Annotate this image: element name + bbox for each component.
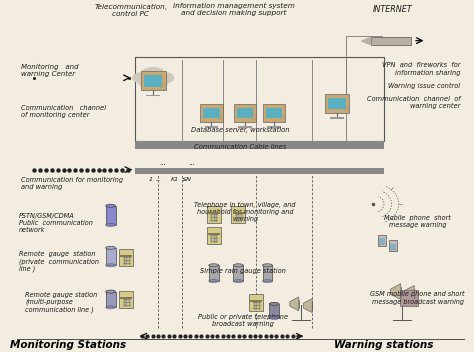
Bar xyxy=(250,300,262,302)
Ellipse shape xyxy=(106,290,116,293)
Ellipse shape xyxy=(233,264,243,267)
Bar xyxy=(207,227,221,244)
Bar xyxy=(231,206,246,223)
Ellipse shape xyxy=(269,316,279,319)
Ellipse shape xyxy=(209,264,219,267)
Text: Public or private telephone
broadcast warning: Public or private telephone broadcast wa… xyxy=(198,314,288,327)
Bar xyxy=(119,249,134,266)
Bar xyxy=(328,98,346,109)
Bar xyxy=(106,248,116,265)
Bar xyxy=(269,304,279,318)
Ellipse shape xyxy=(106,246,116,249)
Ellipse shape xyxy=(263,264,273,267)
Bar xyxy=(233,265,243,281)
Ellipse shape xyxy=(106,306,116,309)
Polygon shape xyxy=(362,38,371,44)
Text: Remote  gauge  station
(private  communication
line ): Remote gauge station (private communicat… xyxy=(19,251,99,272)
Bar xyxy=(135,168,384,174)
Text: Communication   channel
of monitoring center: Communication channel of monitoring cent… xyxy=(21,105,106,118)
Bar xyxy=(237,108,253,118)
Bar xyxy=(390,249,396,250)
Bar xyxy=(267,126,281,128)
Text: ≤N: ≤N xyxy=(182,177,191,182)
Ellipse shape xyxy=(263,279,273,283)
Ellipse shape xyxy=(141,67,166,82)
Ellipse shape xyxy=(138,78,155,88)
Text: Communication for monitoring
and warning: Communication for monitoring and warning xyxy=(21,177,123,190)
Text: Database server, workstation: Database server, workstation xyxy=(191,127,290,133)
Text: Telephone in town, village, and
household for monitoring and
warning: Telephone in town, village, and househol… xyxy=(194,202,296,222)
Bar xyxy=(400,290,418,306)
Bar xyxy=(330,118,344,119)
Text: ...: ... xyxy=(188,159,195,166)
Bar xyxy=(378,235,386,246)
Bar xyxy=(209,265,219,281)
Text: Warning issue control: Warning issue control xyxy=(388,82,460,89)
Bar xyxy=(390,244,396,249)
Bar xyxy=(119,291,134,308)
Bar xyxy=(389,240,397,251)
Bar xyxy=(144,75,163,87)
Ellipse shape xyxy=(152,78,168,88)
Polygon shape xyxy=(391,284,401,300)
Ellipse shape xyxy=(106,224,116,227)
Polygon shape xyxy=(404,285,414,301)
Bar xyxy=(379,238,385,244)
Bar xyxy=(120,255,132,257)
Text: ...: ... xyxy=(155,177,162,182)
Bar xyxy=(266,108,282,118)
Bar xyxy=(207,206,221,223)
Bar xyxy=(120,297,132,299)
Ellipse shape xyxy=(155,72,174,83)
Bar xyxy=(135,57,384,141)
Text: Warning stations: Warning stations xyxy=(334,340,434,350)
Text: INTERNET: INTERNET xyxy=(373,5,413,14)
Ellipse shape xyxy=(233,279,243,283)
Text: Simple rain gauge station: Simple rain gauge station xyxy=(200,268,286,274)
Text: Telecommunication,
control PC: Telecommunication, control PC xyxy=(94,4,167,17)
Text: ...: ... xyxy=(159,159,165,166)
Ellipse shape xyxy=(132,72,152,83)
Text: Monitoring Stations: Monitoring Stations xyxy=(10,340,126,350)
Bar xyxy=(263,104,285,121)
Bar xyxy=(371,38,411,44)
Bar xyxy=(106,206,116,225)
Bar xyxy=(205,126,218,128)
Polygon shape xyxy=(303,299,312,313)
Bar xyxy=(238,126,252,128)
Bar xyxy=(208,212,219,214)
Bar xyxy=(249,294,264,311)
Text: PSTN/GSM/CDMA
Public  communication
network: PSTN/GSM/CDMA Public communication netwo… xyxy=(19,213,92,233)
Bar xyxy=(200,104,223,121)
Bar xyxy=(325,94,349,113)
Text: K1: K1 xyxy=(171,177,179,182)
Bar xyxy=(135,141,384,149)
Text: Mobile  phone  short
message warning: Mobile phone short message warning xyxy=(384,215,451,228)
Text: Communication  channel  of
warning center: Communication channel of warning center xyxy=(366,96,460,109)
Text: Remote gauge station
(multi-purpose
communication line ): Remote gauge station (multi-purpose comm… xyxy=(26,291,98,313)
Text: Information management system
and decision making support: Information management system and decisi… xyxy=(173,3,295,16)
Polygon shape xyxy=(290,297,299,311)
Ellipse shape xyxy=(106,204,116,207)
Ellipse shape xyxy=(209,279,219,283)
Bar xyxy=(208,233,219,235)
Bar xyxy=(234,104,256,121)
Bar xyxy=(233,212,244,214)
Bar xyxy=(106,291,116,307)
Ellipse shape xyxy=(269,302,279,306)
Text: 1: 1 xyxy=(149,177,153,182)
Bar xyxy=(263,265,273,281)
Bar xyxy=(203,108,219,118)
Text: Communication Cable lines: Communication Cable lines xyxy=(194,144,287,150)
Text: Monitoring   and
warning Center: Monitoring and warning Center xyxy=(21,64,79,77)
Text: VPN  and  fireworks  for
information sharing: VPN and fireworks for information sharin… xyxy=(382,62,460,76)
Bar xyxy=(146,95,160,96)
Text: GSM mobile phone and short
message broadcast warning: GSM mobile phone and short message broad… xyxy=(370,291,465,304)
Bar xyxy=(141,71,165,90)
Ellipse shape xyxy=(106,264,116,267)
Bar xyxy=(379,244,384,245)
